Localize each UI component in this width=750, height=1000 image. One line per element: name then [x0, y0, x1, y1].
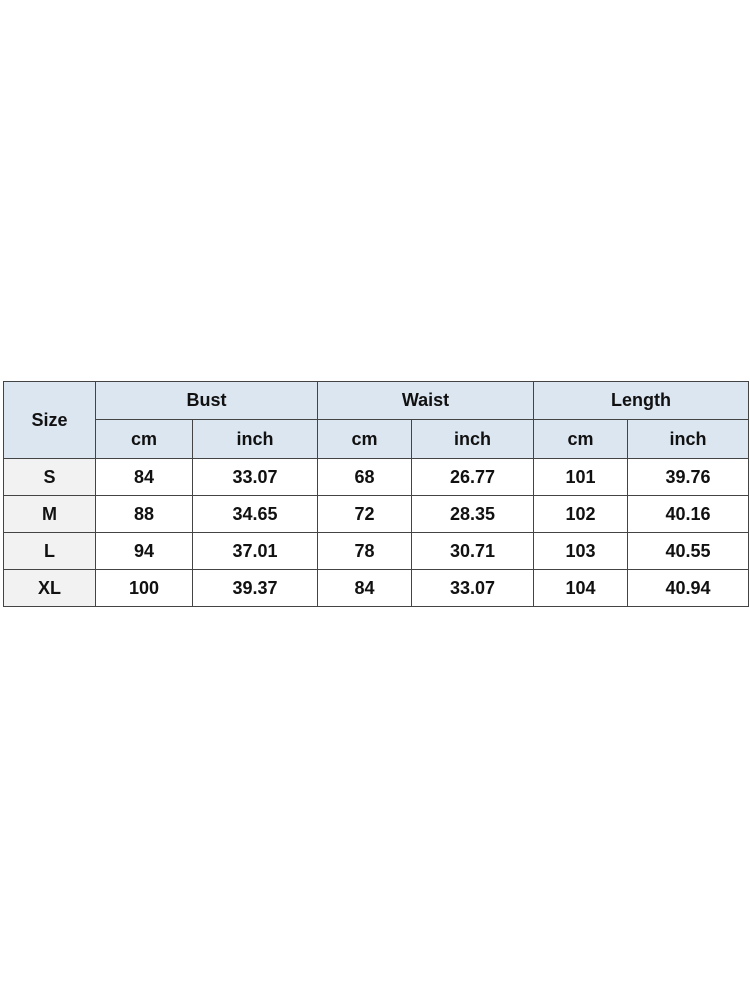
- header-waist: Waist: [317, 381, 534, 420]
- size-cell: L: [3, 532, 96, 570]
- value-cell: 102: [533, 495, 628, 533]
- value-cell: 78: [317, 532, 412, 570]
- header-bust: Bust: [95, 381, 318, 420]
- header-length: Length: [533, 381, 749, 420]
- value-cell: 33.07: [411, 569, 534, 607]
- value-cell: 84: [317, 569, 412, 607]
- value-cell: 72: [317, 495, 412, 533]
- value-cell: 34.65: [192, 495, 318, 533]
- value-cell: 30.71: [411, 532, 534, 570]
- value-cell: 100: [95, 569, 193, 607]
- value-cell: 104: [533, 569, 628, 607]
- value-cell: 33.07: [192, 458, 318, 496]
- value-cell: 39.76: [627, 458, 749, 496]
- value-cell: 68: [317, 458, 412, 496]
- header-size: Size: [3, 381, 96, 459]
- size-chart-table: Size Bust Waist Length cm inch cm inch cm inc…: [3, 381, 749, 607]
- size-cell: XL: [3, 569, 96, 607]
- value-cell: 88: [95, 495, 193, 533]
- header-unit: inch: [192, 419, 318, 459]
- table-row: M 88 34.65 72 28.35 102 40.16: [3, 495, 749, 533]
- value-cell: 40.55: [627, 532, 749, 570]
- header-unit: cm: [533, 419, 628, 459]
- value-cell: 101: [533, 458, 628, 496]
- value-cell: 28.35: [411, 495, 534, 533]
- value-cell: 40.94: [627, 569, 749, 607]
- header-unit: inch: [411, 419, 534, 459]
- value-cell: 37.01: [192, 532, 318, 570]
- header-unit: cm: [317, 419, 412, 459]
- size-cell: M: [3, 495, 96, 533]
- value-cell: 40.16: [627, 495, 749, 533]
- value-cell: 103: [533, 532, 628, 570]
- header-unit: cm: [95, 419, 193, 459]
- value-cell: 39.37: [192, 569, 318, 607]
- table-row: S 84 33.07 68 26.77 101 39.76: [3, 458, 749, 496]
- header-unit: inch: [627, 419, 749, 459]
- table-row: L 94 37.01 78 30.71 103 40.55: [3, 532, 749, 570]
- value-cell: 26.77: [411, 458, 534, 496]
- value-cell: 84: [95, 458, 193, 496]
- size-cell: S: [3, 458, 96, 496]
- table-row: XL 100 39.37 84 33.07 104 40.94: [3, 569, 749, 607]
- value-cell: 94: [95, 532, 193, 570]
